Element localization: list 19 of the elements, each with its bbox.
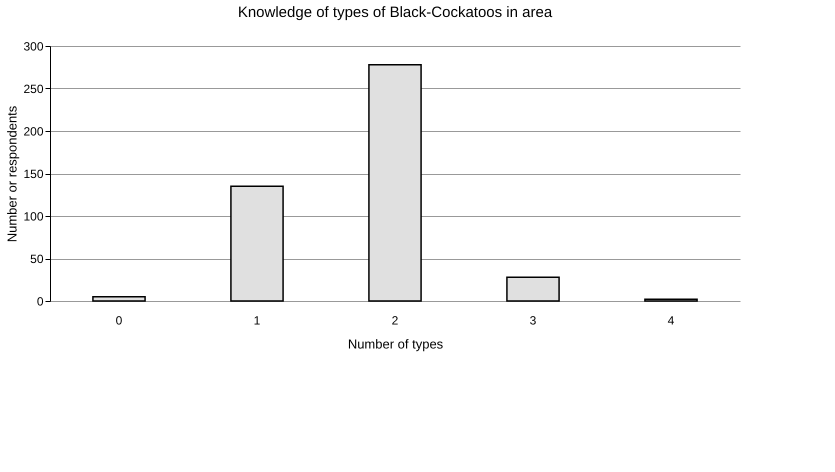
bar	[230, 186, 284, 302]
x-tick-label: 1	[254, 314, 261, 328]
y-tick-label: 200	[23, 124, 44, 138]
x-tick-label: 3	[530, 314, 537, 328]
chart-title: Knowledge of types of Black-Cockatoos in area	[238, 4, 553, 21]
y-tick-label: 250	[23, 82, 44, 96]
y-tick-label: 300	[23, 40, 44, 54]
x-tick-label: 0	[116, 314, 123, 328]
bar	[368, 64, 422, 302]
x-axis-title: Number of types	[348, 336, 444, 352]
x-tick-label: 4	[668, 314, 675, 328]
bar	[506, 276, 560, 302]
y-tick-label: 150	[23, 167, 44, 181]
bar	[92, 296, 146, 302]
y-tick-label: 0	[36, 294, 44, 308]
x-tick-label: 2	[392, 314, 399, 328]
y-tick-label: 50	[30, 252, 44, 266]
y-tick-label: 100	[23, 210, 44, 224]
y-axis-title: Number or respondents	[4, 105, 20, 242]
